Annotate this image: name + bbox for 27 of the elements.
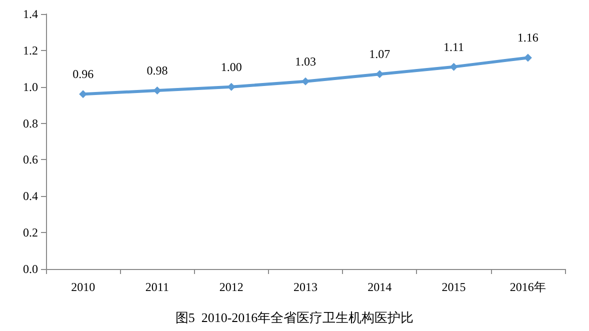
data-label: 1.03 <box>295 54 316 68</box>
y-tick-label: 0.0 <box>23 262 38 276</box>
data-label: 1.00 <box>220 60 242 74</box>
x-tick-label: 2011 <box>145 280 169 294</box>
point <box>376 70 384 78</box>
data-label: 1.07 <box>369 47 390 62</box>
x-tick-label: 2016年 <box>510 280 546 294</box>
text: 图5 2010-2016年全省医疗卫生机构医护比 <box>175 310 414 325</box>
x-tick-label: 2010 <box>71 280 96 294</box>
x-tick-label: 2013 <box>294 280 318 294</box>
y-tick-label: 0.6 <box>23 152 38 167</box>
y-tick-label: 1.4 <box>23 7 38 21</box>
y-tick-label: 1.0 <box>23 80 38 94</box>
y-tick-label: 0.8 <box>23 116 38 130</box>
point <box>524 54 532 62</box>
point <box>450 62 458 71</box>
y-tick-label: 0.2 <box>23 226 38 240</box>
x-tick-label: 2014 <box>368 280 392 294</box>
data-label: 1.11 <box>444 40 464 54</box>
y-tick-label: 0.4 <box>23 189 38 204</box>
data-label: 0.98 <box>146 64 168 78</box>
data-label: 0.96 <box>72 67 94 82</box>
y-tick-label: 1.2 <box>23 43 38 58</box>
x-tick-label: 2012 <box>219 280 244 294</box>
x-tick-label: 2015 <box>442 280 466 294</box>
point <box>302 77 310 86</box>
data-label: 1.16 <box>517 30 538 45</box>
